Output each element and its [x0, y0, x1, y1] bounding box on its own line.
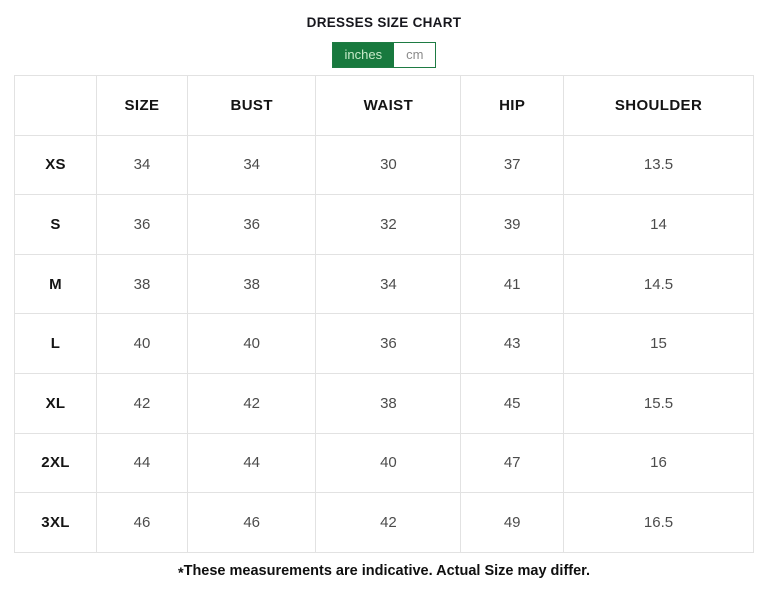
- waist-value-cell: 38: [315, 372, 462, 434]
- table-row-l: L 40 40 36 43 15: [13, 313, 754, 374]
- size-label-cell: 2XL: [13, 432, 98, 494]
- footer-note: *These measurements are indicative. Actu…: [0, 562, 768, 582]
- waist-value-cell: 42: [315, 492, 462, 553]
- bust-value-cell: 38: [186, 253, 317, 315]
- asterisk-marker: *: [177, 565, 184, 582]
- size-label-cell: M: [13, 253, 98, 315]
- inches-toggle-button[interactable]: inches: [332, 43, 395, 67]
- bust-value-cell: 42: [186, 372, 317, 434]
- size-label-cell: XS: [13, 134, 98, 196]
- shoulder-value-cell: 14: [563, 194, 754, 255]
- table-row-m: M 38 38 34 41 14.5: [13, 253, 754, 315]
- hip-value-cell: 41: [460, 253, 565, 315]
- shoulder-value-cell: 15.5: [563, 372, 754, 434]
- hip-value-cell: 37: [460, 134, 565, 196]
- shoulder-value-cell: 16: [563, 432, 754, 494]
- hip-value-cell: 39: [460, 194, 565, 255]
- waist-value-cell: 34: [315, 253, 462, 315]
- size-value-cell: 34: [96, 134, 188, 196]
- size-value-cell: 38: [96, 253, 188, 315]
- bust-value-cell: 36: [186, 194, 317, 255]
- table-row-2xl: 2XL 44 44 40 47 16: [13, 432, 754, 494]
- waist-value-cell: 30: [315, 134, 462, 196]
- shoulder-value-cell: 14.5: [563, 253, 754, 315]
- size-value-cell: 40: [96, 313, 188, 374]
- cm-toggle-button[interactable]: cm: [394, 43, 436, 67]
- table-row-3xl: 3XL 46 46 42 49 16.5: [13, 492, 754, 553]
- header-cell-size: SIZE: [96, 75, 188, 136]
- size-chart-table: SIZE BUST WAIST HIP SHOULDER XS 34 34 30…: [13, 75, 754, 553]
- size-label-cell: 3XL: [13, 492, 98, 553]
- header-row: SIZE BUST WAIST HIP SHOULDER: [13, 75, 754, 136]
- table-row-xl: XL 42 42 38 45 15.5: [13, 372, 754, 434]
- table-row-xs: XS 34 34 30 37 13.5: [13, 134, 754, 196]
- header-cell-waist: WAIST: [315, 75, 462, 136]
- unit-toggle-row: inches cm: [0, 42, 768, 68]
- shoulder-value-cell: 13.5: [563, 134, 754, 196]
- shoulder-value-cell: 15: [563, 313, 754, 374]
- bust-value-cell: 40: [186, 313, 317, 374]
- waist-value-cell: 40: [315, 432, 462, 494]
- bust-value-cell: 46: [186, 492, 317, 553]
- size-value-cell: 36: [96, 194, 188, 255]
- bust-value-cell: 34: [186, 134, 317, 196]
- hip-value-cell: 47: [460, 432, 565, 494]
- hip-value-cell: 45: [460, 372, 565, 434]
- size-value-cell: 46: [96, 492, 188, 553]
- waist-value-cell: 32: [315, 194, 462, 255]
- header-cell-blank: [13, 75, 98, 136]
- size-value-cell: 44: [96, 432, 188, 494]
- waist-value-cell: 36: [315, 313, 462, 374]
- hip-value-cell: 43: [460, 313, 565, 374]
- bust-value-cell: 44: [186, 432, 317, 494]
- footer-note-text: These measurements are indicative. Actua…: [183, 562, 591, 579]
- size-label-cell: S: [13, 194, 98, 255]
- size-label-cell: L: [13, 313, 98, 374]
- table-row-s: S 36 36 32 39 14: [13, 194, 754, 255]
- page-title: DRESSES SIZE CHART: [306, 15, 462, 30]
- size-label-cell: XL: [13, 372, 98, 434]
- size-value-cell: 42: [96, 372, 188, 434]
- hip-value-cell: 49: [460, 492, 565, 553]
- shoulder-value-cell: 16.5: [563, 492, 754, 553]
- header-cell-hip: HIP: [460, 75, 565, 136]
- header-cell-bust: BUST: [186, 75, 317, 136]
- unit-toggle: inches cm: [331, 42, 437, 68]
- header-cell-shoulder: SHOULDER: [563, 75, 754, 136]
